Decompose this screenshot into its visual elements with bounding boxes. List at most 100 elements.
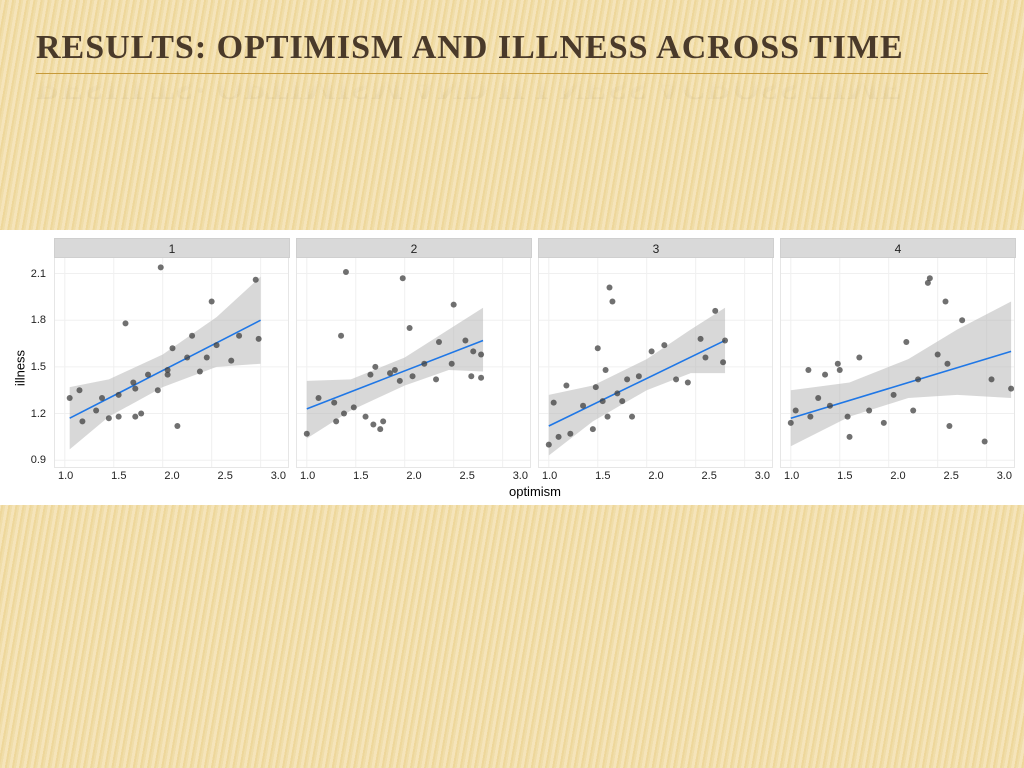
data-point xyxy=(673,376,679,382)
x-tick-label: 1.5 xyxy=(837,470,852,482)
data-point xyxy=(827,403,833,409)
data-point xyxy=(170,345,176,351)
data-point xyxy=(619,398,625,404)
data-point xyxy=(915,376,921,382)
data-point xyxy=(468,373,474,379)
data-point xyxy=(370,422,376,428)
panel-label: 3 xyxy=(538,238,774,258)
chart-strip: illness 0.91.21.51.82.1 11.01.52.02.53.0… xyxy=(0,230,1024,505)
confidence-ribbon xyxy=(307,308,483,439)
data-point xyxy=(556,434,562,440)
data-point xyxy=(891,392,897,398)
data-point xyxy=(380,418,386,424)
data-point xyxy=(837,367,843,373)
x-tick-label: 1.0 xyxy=(300,470,315,482)
data-point xyxy=(546,442,552,448)
data-point xyxy=(636,373,642,379)
data-point xyxy=(256,336,262,342)
data-point xyxy=(698,336,704,342)
data-point xyxy=(927,275,933,281)
data-point xyxy=(421,361,427,367)
facet-panel: 31.01.52.02.53.0 xyxy=(538,238,774,482)
data-point xyxy=(174,423,180,429)
data-point xyxy=(145,372,151,378)
x-tick-label: 2.5 xyxy=(944,470,959,482)
data-point xyxy=(580,403,586,409)
facet-row: 11.01.52.02.53.021.01.52.02.53.031.01.52… xyxy=(54,238,1016,482)
scatter-plot xyxy=(538,258,773,468)
data-point xyxy=(835,361,841,367)
x-tick-label: 2.5 xyxy=(460,470,475,482)
data-point xyxy=(807,414,813,420)
x-tick-label: 2.5 xyxy=(218,470,233,482)
data-point xyxy=(903,339,909,345)
data-point xyxy=(470,348,476,354)
x-tick-label: 1.5 xyxy=(595,470,610,482)
facet-panel: 21.01.52.02.53.0 xyxy=(296,238,532,482)
x-tick-label: 2.0 xyxy=(648,470,663,482)
confidence-ribbon xyxy=(549,308,725,456)
data-point xyxy=(189,333,195,339)
x-tick-label: 1.0 xyxy=(58,470,73,482)
data-point xyxy=(603,367,609,373)
data-point xyxy=(130,380,136,386)
data-point xyxy=(462,338,468,344)
data-point xyxy=(341,411,347,417)
data-point xyxy=(551,400,557,406)
slide-title-reflection: RESULTS: OPTIMISM AND ILLNESS ACROSS TIM… xyxy=(36,68,988,107)
data-point xyxy=(935,352,941,358)
data-point xyxy=(478,352,484,358)
data-point xyxy=(407,325,413,331)
x-tick-label: 2.0 xyxy=(890,470,905,482)
data-point xyxy=(116,414,122,420)
data-point xyxy=(433,376,439,382)
data-point xyxy=(946,423,952,429)
data-point xyxy=(590,426,596,432)
data-point xyxy=(607,285,613,291)
data-point xyxy=(567,431,573,437)
y-tick-label: 1.8 xyxy=(31,314,46,326)
data-point xyxy=(685,380,691,386)
x-tick-label: 1.0 xyxy=(542,470,557,482)
x-tick-label: 2.0 xyxy=(406,470,421,482)
x-tick-label: 3.0 xyxy=(997,470,1012,482)
data-point xyxy=(106,415,112,421)
data-point xyxy=(661,342,667,348)
data-point xyxy=(397,378,403,384)
scatter-plot xyxy=(54,258,289,468)
panel-label: 4 xyxy=(780,238,1016,258)
data-point xyxy=(815,395,821,401)
data-point xyxy=(478,375,484,381)
data-point xyxy=(649,348,655,354)
data-point xyxy=(989,376,995,382)
data-point xyxy=(331,400,337,406)
data-point xyxy=(367,372,373,378)
data-point xyxy=(451,302,457,308)
scatter-plot xyxy=(296,258,531,468)
x-tick-label: 2.0 xyxy=(164,470,179,482)
data-point xyxy=(436,339,442,345)
data-point xyxy=(158,264,164,270)
data-point xyxy=(881,420,887,426)
data-point xyxy=(866,408,872,414)
data-point xyxy=(351,404,357,410)
data-point xyxy=(165,367,171,373)
data-point xyxy=(595,345,601,351)
y-tick-label: 1.2 xyxy=(31,408,46,420)
regression-line xyxy=(307,341,483,409)
data-point xyxy=(712,308,718,314)
data-point xyxy=(959,317,965,323)
data-point xyxy=(410,373,416,379)
data-point xyxy=(138,411,144,417)
data-point xyxy=(822,372,828,378)
x-tick-label: 2.5 xyxy=(702,470,717,482)
data-point xyxy=(910,408,916,414)
data-point xyxy=(76,387,82,393)
data-point xyxy=(132,414,138,420)
data-point xyxy=(116,392,122,398)
y-tick-label: 0.9 xyxy=(31,454,46,466)
data-point xyxy=(856,355,862,361)
x-tick-label: 3.0 xyxy=(271,470,286,482)
data-point xyxy=(392,367,398,373)
y-axis-ticks: 0.91.21.51.82.1 xyxy=(18,258,46,468)
